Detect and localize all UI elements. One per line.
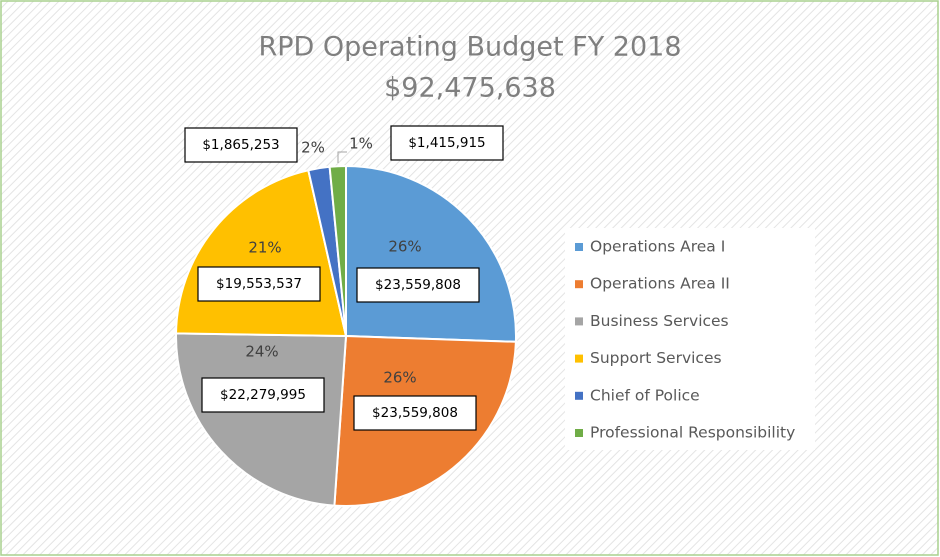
- value-label: $23,559,808: [375, 277, 461, 293]
- percent-label: 1%: [349, 135, 373, 153]
- legend-label: Chief of Police: [590, 386, 700, 404]
- legend-label: Business Services: [590, 312, 729, 330]
- value-label: $22,279,995: [220, 387, 306, 403]
- pie-slice: [328, 164, 347, 337]
- value-label: $1,865,253: [202, 137, 279, 153]
- percent-label: 21%: [248, 239, 281, 257]
- value-label-box: [184, 127, 298, 163]
- legend-label: Support Services: [590, 349, 722, 367]
- percent-label: 26%: [388, 238, 421, 256]
- legend-marker: [575, 280, 583, 289]
- percent-label: 24%: [245, 343, 278, 361]
- leader-line: [337, 151, 347, 163]
- pie-slice: [175, 332, 348, 507]
- legend-marker: [575, 243, 583, 251]
- legend-marker: [575, 354, 583, 363]
- legend-marker: [575, 429, 583, 437]
- value-label: $23,559,808: [372, 405, 458, 421]
- legend-label: Operations Area II: [590, 275, 730, 293]
- legend-label: Operations Area I: [590, 238, 725, 256]
- legend-marker: [575, 391, 583, 400]
- percent-label: 2%: [301, 139, 325, 157]
- value-label-box: [353, 395, 477, 431]
- percent-label: 26%: [383, 369, 416, 387]
- chart-subtitle: $92,475,638: [384, 73, 556, 104]
- value-label-box: [356, 267, 480, 303]
- legend-marker: [575, 317, 583, 326]
- value-label: $19,553,537: [216, 276, 302, 292]
- value-label-box: [390, 125, 504, 161]
- value-label-box: [197, 266, 321, 302]
- chart-title: RPD Operating Budget FY 2018: [259, 32, 682, 63]
- legend-label: Professional Responsibility: [590, 424, 795, 442]
- value-label-box: [201, 377, 325, 413]
- value-label: $1,415,915: [408, 135, 485, 151]
- legend-background: [565, 228, 815, 450]
